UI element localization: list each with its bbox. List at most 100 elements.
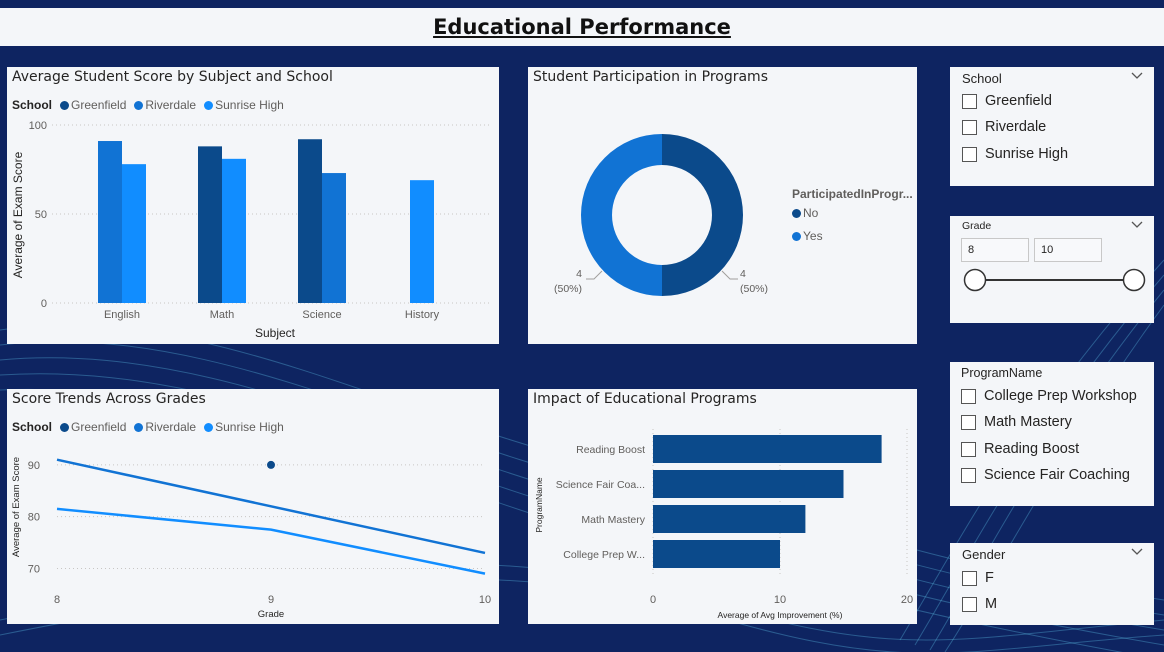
x-axis-title: Subject: [255, 326, 296, 340]
slicer-option-science-fair-coaching[interactable]: Science Fair Coaching: [961, 467, 1130, 483]
legend-label: Greenfield: [71, 98, 127, 112]
slicer-option-sunrise-high[interactable]: Sunrise High: [962, 146, 1068, 162]
range-slider[interactable]: [950, 262, 1154, 302]
legend-label: Sunrise High: [215, 420, 284, 434]
legend-dot-icon: [792, 208, 801, 218]
x-axis-title: Average of Avg Improvement (%): [718, 610, 843, 620]
slicer-option-label: Science Fair Coaching: [984, 467, 1130, 483]
y-tick-label: 70: [28, 563, 40, 575]
slicer-option-label: Math Mastery: [984, 414, 1072, 430]
slicer-option-math-mastery[interactable]: Math Mastery: [961, 414, 1072, 430]
legend-item-greenfield[interactable]: Greenfield: [60, 420, 126, 434]
legend-label: No: [803, 206, 819, 220]
range-slider-max-handle[interactable]: [1122, 268, 1146, 292]
gender-slicer: Gender F M: [950, 543, 1154, 625]
slicer-option-label: Greenfield: [985, 93, 1052, 109]
hbar-chart-card[interactable]: Impact of Educational Programs 0 10 20 Read…: [528, 389, 917, 624]
leader-line: [586, 270, 603, 280]
slicer-option-m[interactable]: M: [962, 596, 997, 612]
checkbox-icon[interactable]: [962, 93, 977, 109]
y-axis-title: ProgramName: [534, 477, 544, 533]
bar-science-greenfield: [298, 139, 322, 303]
line-chart-card[interactable]: Score Trends Across Grades School Greenf…: [7, 389, 499, 624]
legend-title: School: [12, 420, 53, 434]
checkbox-icon[interactable]: [962, 146, 977, 162]
donut-legend-item-no[interactable]: No: [792, 206, 818, 220]
x-tick-label: Science: [302, 309, 341, 321]
checkbox-icon[interactable]: [961, 441, 976, 457]
bar-math-greenfield: [198, 146, 222, 303]
legend-dot-icon: [134, 422, 144, 432]
donut-legend-item-yes[interactable]: Yes: [792, 229, 823, 243]
legend-dot-icon: [134, 100, 144, 110]
x-tick-label: Math: [210, 309, 234, 321]
x-axis-title: Grade: [258, 609, 284, 620]
legend-label: Riverdale: [145, 420, 197, 434]
slicer-option-f[interactable]: F: [962, 570, 994, 586]
gender-slicer-title: Gender: [962, 547, 1006, 562]
checkbox-icon[interactable]: [962, 119, 977, 135]
x-tick-label: 8: [54, 594, 60, 606]
bar-chart-legend: School Greenfield Riverdale Sunrise High: [12, 98, 288, 112]
point-greenfield: [267, 460, 275, 469]
checkbox-icon[interactable]: [961, 388, 976, 404]
chevron-down-icon[interactable]: [1130, 69, 1144, 83]
legend-dot-icon: [204, 422, 214, 432]
donut-data-label: 4: [740, 268, 746, 280]
checkbox-icon[interactable]: [961, 467, 976, 483]
school-slicer: School Greenfield Riverdale Sunrise High: [950, 67, 1154, 186]
x-tick-label: 20: [901, 594, 913, 606]
legend-item-sunrise-high[interactable]: Sunrise High: [204, 98, 284, 112]
legend-label: Yes: [803, 229, 823, 243]
legend-label: Riverdale: [145, 98, 197, 112]
donut-chart-card[interactable]: Student Participation in Programs 4 (50%)…: [528, 67, 917, 344]
y-axis-title: Average of Exam Score: [11, 151, 25, 278]
school-slicer-title: School: [962, 71, 1002, 86]
donut-data-label: 4: [576, 268, 582, 280]
legend-item-riverdale[interactable]: Riverdale: [134, 98, 196, 112]
checkbox-icon[interactable]: [961, 414, 976, 430]
line-chart-title: Score Trends Across Grades: [12, 391, 206, 407]
grade-max-input[interactable]: 10: [1034, 238, 1102, 262]
slicer-option-label: Sunrise High: [985, 146, 1069, 162]
line-series-sunrise-high: [56, 507, 486, 575]
range-slider-min-handle[interactable]: [963, 268, 987, 292]
line-chart-legend: School Greenfield Riverdale Sunrise High: [12, 420, 288, 434]
bar-english-sunrise-high: [122, 164, 146, 303]
donut-data-percent: (50%): [740, 283, 768, 295]
legend-item-riverdale[interactable]: Riverdale: [134, 420, 196, 434]
donut-legend-title: ParticipatedInProgr...: [792, 187, 913, 201]
x-tick-label: 0: [650, 594, 656, 606]
line-series-riverdale: [56, 458, 486, 555]
leader-line: [721, 270, 738, 280]
bar-chart-card[interactable]: Average Student Score by Subject and Sch…: [7, 67, 499, 344]
legend-item-greenfield[interactable]: Greenfield: [60, 98, 126, 112]
donut-slice-no: [662, 134, 743, 296]
x-tick-label: English: [104, 309, 140, 321]
chevron-down-icon[interactable]: [1130, 218, 1144, 232]
legend-item-sunrise-high[interactable]: Sunrise High: [204, 420, 284, 434]
slicer-option-college-prep-workshop[interactable]: College Prep Workshop: [961, 388, 1137, 404]
legend-title: School: [12, 98, 53, 112]
chevron-down-icon[interactable]: [1130, 545, 1144, 559]
x-tick-label: 10: [479, 594, 491, 606]
hbar-1: [653, 470, 844, 498]
x-tick-label: History: [405, 309, 440, 321]
checkbox-icon[interactable]: [962, 570, 977, 586]
program-slicer-title: ProgramName: [961, 366, 1043, 380]
legend-dot-icon: [60, 100, 70, 110]
legend-label: Greenfield: [71, 420, 127, 434]
line-chart-plot: 90 80 70 8 9 10 Grade Average of Exam Score: [11, 457, 491, 620]
slicer-option-riverdale[interactable]: Riverdale: [962, 119, 1046, 135]
slicer-option-greenfield[interactable]: Greenfield: [962, 93, 1052, 109]
checkbox-icon[interactable]: [962, 596, 977, 612]
page-title: Educational Performance: [433, 15, 731, 39]
y-tick-label: College Prep W...: [563, 549, 645, 561]
grade-min-input[interactable]: 8: [961, 238, 1029, 262]
donut-chart-plot: 4 (50%) 4 (50%): [554, 134, 768, 296]
slicer-option-reading-boost[interactable]: Reading Boost: [961, 441, 1079, 457]
y-tick-label: 0: [41, 298, 47, 310]
hbar-2: [653, 505, 806, 533]
legend-dot-icon: [792, 231, 801, 241]
y-tick-label: Science Fair Coa...: [556, 479, 645, 491]
